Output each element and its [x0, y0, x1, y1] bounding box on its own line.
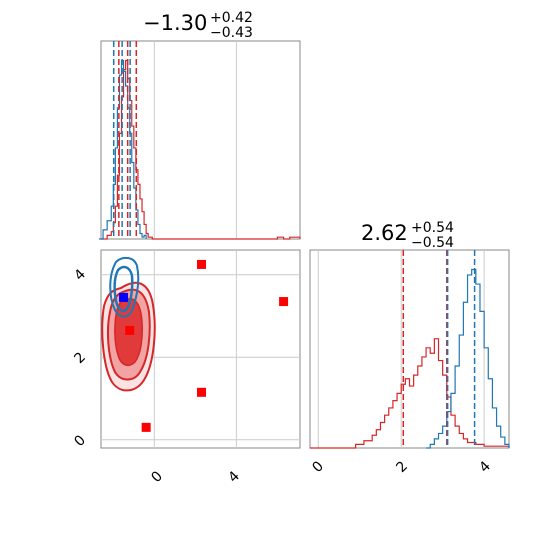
title-minus-error: −0.43	[210, 25, 253, 41]
title-plus-error: +0.42	[210, 10, 253, 26]
x-tick-labels: 0 2 4	[309, 458, 494, 476]
truth-markers	[119, 259, 289, 432]
x-tick-label: 4	[476, 458, 494, 476]
grid-lines	[317, 250, 485, 448]
red-marker	[197, 259, 207, 269]
blue-histogram	[426, 268, 510, 449]
grid-lines	[153, 41, 237, 239]
x-tick-label: 0	[148, 468, 166, 486]
x-tick-label: 0	[309, 458, 327, 476]
panel-param2-marginal: 2.62 +0.54 −0.54 0 2 4	[309, 220, 510, 476]
panel-title: −1.30 +0.42 −0.43	[143, 10, 253, 41]
histogram-series	[98, 59, 301, 240]
y-tick-labels: 0 2 4	[71, 266, 89, 450]
title-value: −1.30	[143, 11, 207, 35]
red-histogram	[310, 338, 510, 449]
y-tick-label: 2	[71, 349, 89, 367]
panel-param1-marginal: −1.30 +0.42 −0.43	[98, 10, 301, 240]
title-minus-error: −0.54	[411, 235, 454, 251]
x-tick-labels: 0 4	[148, 468, 243, 486]
blue-histogram	[98, 59, 147, 240]
blue-contour-outer	[109, 256, 140, 318]
histogram-series	[310, 268, 510, 449]
red-marker	[197, 387, 207, 397]
x-tick-label: 2	[393, 458, 411, 476]
y-tick-label: 0	[71, 432, 89, 450]
title-value: 2.62	[361, 221, 408, 245]
y-tick-label: 4	[71, 266, 89, 284]
quantile-lines	[112, 41, 138, 239]
red-histogram	[101, 59, 301, 240]
title-plus-error: +0.54	[411, 220, 454, 236]
x-tick-label: 4	[225, 468, 243, 486]
red-marker	[141, 422, 151, 432]
panel-frame	[309, 249, 510, 449]
red-marker	[279, 297, 289, 307]
red-marker	[125, 325, 135, 335]
panel-joint: 0 4 0 2 4	[71, 249, 301, 486]
panel-title: 2.62 +0.54 −0.54	[361, 220, 454, 251]
blue-marker	[119, 292, 129, 302]
blue-contour-inner	[113, 265, 134, 312]
quantile-lines	[402, 250, 476, 448]
